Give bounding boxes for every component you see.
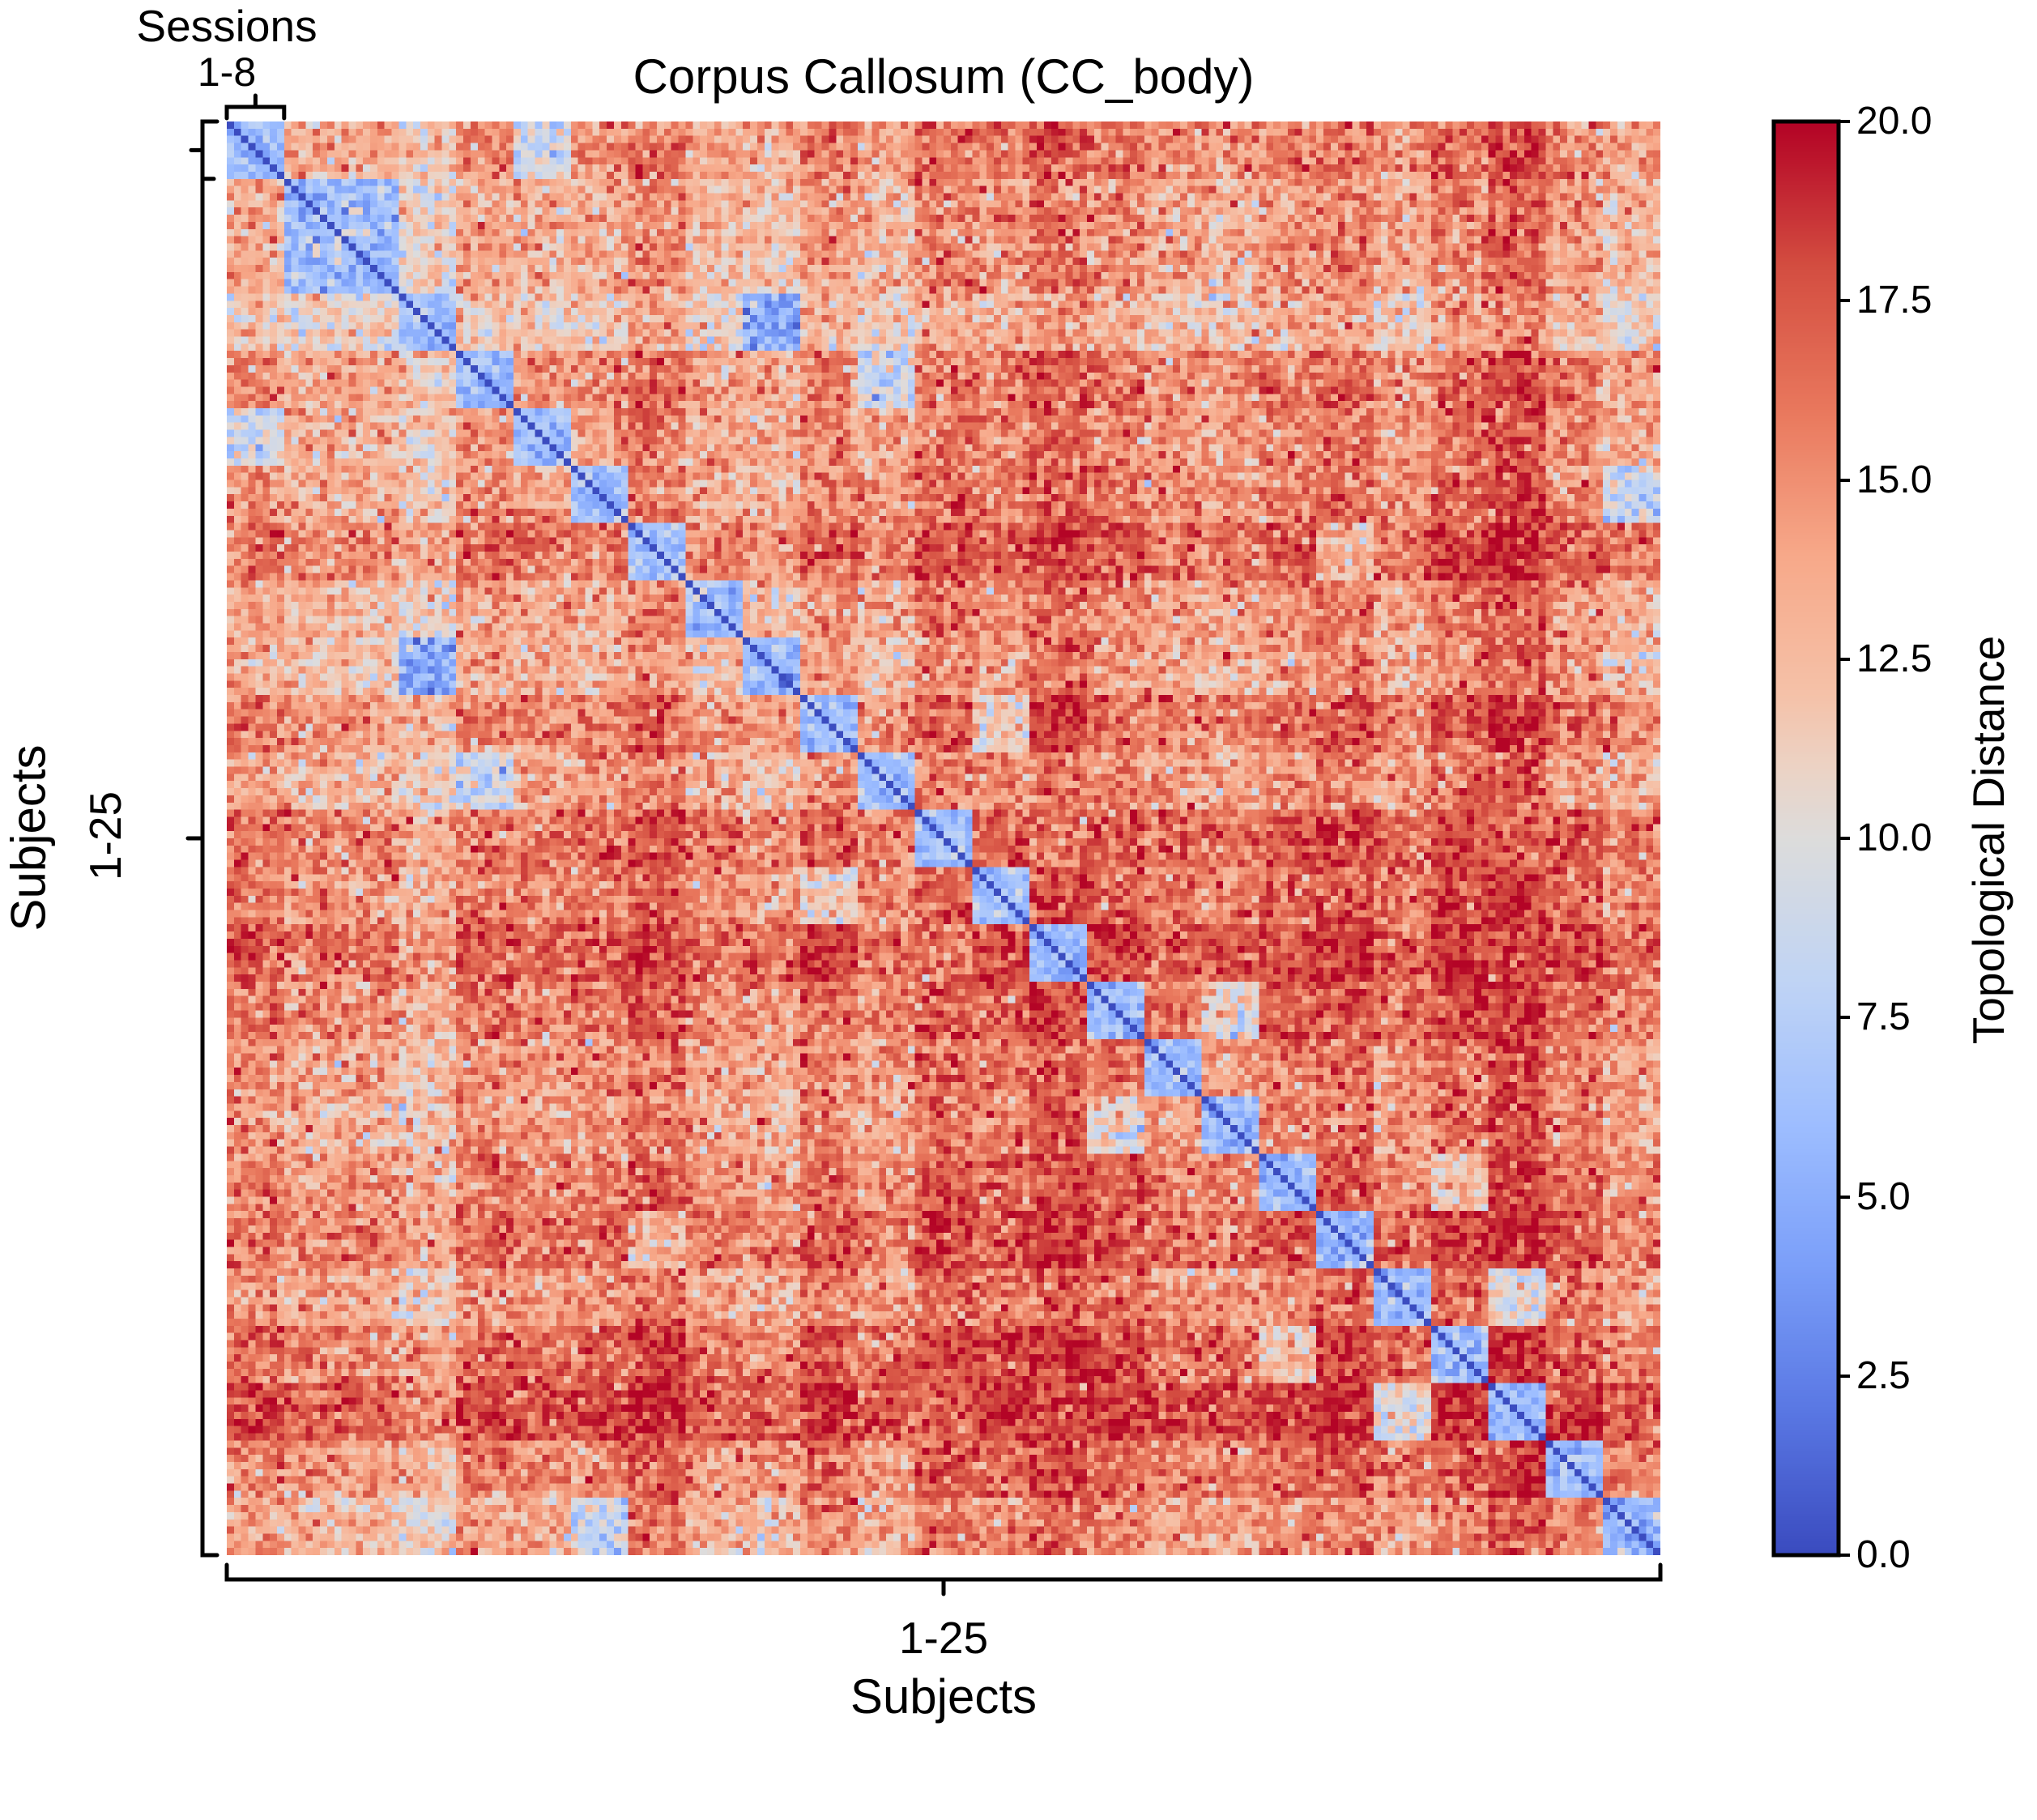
colorbar-tick-line bbox=[1839, 1375, 1850, 1378]
colorbar-tick-line bbox=[1839, 299, 1850, 302]
colorbar-tick-label: 12.5 bbox=[1856, 637, 1932, 681]
colorbar-label: Topological Distance bbox=[1962, 123, 2014, 1557]
colorbar-tick-label: 15.0 bbox=[1856, 458, 1932, 502]
colorbar-tick-label: 2.5 bbox=[1856, 1353, 1911, 1398]
x-axis-label: Subjects bbox=[227, 1669, 1660, 1724]
colorbar bbox=[1774, 121, 1839, 1555]
colorbar-tick-line bbox=[1839, 1554, 1850, 1557]
colorbar-tick-label: 5.0 bbox=[1856, 1174, 1911, 1219]
y-axis-label: Subjects bbox=[1, 121, 57, 1555]
colorbar-tick-line bbox=[1839, 120, 1850, 123]
colorbar-tick-label: 0.0 bbox=[1856, 1532, 1911, 1577]
colorbar-tick-line bbox=[1839, 1196, 1850, 1199]
colorbar-tick-line bbox=[1839, 479, 1850, 482]
colorbar-tick-line bbox=[1839, 1016, 1850, 1019]
sessions-label: Sessions bbox=[121, 0, 332, 52]
colorbar-tick-label: 20.0 bbox=[1856, 99, 1932, 143]
colorbar-tick-line bbox=[1839, 837, 1850, 840]
y-axis-range: 1-25 bbox=[79, 119, 131, 1553]
distance-heatmap bbox=[227, 121, 1660, 1555]
chart-title: Corpus Callosum (CC_body) bbox=[227, 49, 1660, 104]
sessions-range: 1-8 bbox=[146, 49, 308, 96]
x-axis-range: 1-25 bbox=[227, 1612, 1660, 1664]
colorbar-tick-label: 17.5 bbox=[1856, 278, 1932, 322]
figure-root: Corpus Callosum (CC_body) Sessions 1-8 S… bbox=[0, 0, 2037, 1820]
colorbar-tick-label: 7.5 bbox=[1856, 995, 1911, 1039]
colorbar-tick-line bbox=[1839, 658, 1850, 661]
colorbar-tick-label: 10.0 bbox=[1856, 816, 1932, 860]
